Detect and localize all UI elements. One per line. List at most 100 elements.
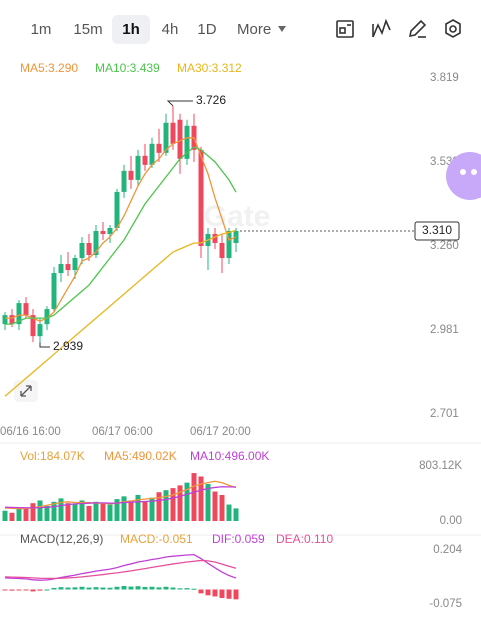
- y-tick-label: 803.12K: [419, 460, 462, 472]
- volume-bar: [107, 504, 113, 521]
- interval-tab[interactable]: 15m: [73, 21, 102, 38]
- more-menu[interactable]: More: [237, 21, 271, 38]
- volume-bar: [128, 500, 134, 521]
- watermark: Gate: [204, 200, 271, 233]
- draw-icon[interactable]: [408, 19, 427, 38]
- x-tick-label: 06/17 06:00: [92, 426, 153, 438]
- x-tick-label: 06/17 20:00: [190, 426, 251, 438]
- volume-bar: [233, 508, 239, 521]
- indicator-line: [4, 486, 237, 509]
- macd-bar: [198, 589, 204, 594]
- candle-body: [2, 315, 8, 325]
- low-marker: [39, 342, 50, 348]
- volume-bar: [23, 508, 29, 521]
- candle-body: [184, 125, 190, 159]
- candle-body: [79, 242, 85, 259]
- volume-bar: [219, 494, 225, 521]
- macd-bar: [114, 586, 120, 590]
- candle-body: [16, 303, 22, 325]
- legend-entry: MA10:3.439: [95, 61, 160, 75]
- indicator-icon[interactable]: [336, 20, 354, 38]
- interval-tab[interactable]: 1D: [197, 21, 216, 38]
- volume-bar: [142, 501, 148, 521]
- indicator-title: MACD(12,26,9): [20, 532, 103, 546]
- dropdown-arrow: [278, 26, 286, 32]
- volume-bar: [121, 496, 127, 521]
- macd-bar: [226, 589, 232, 599]
- volume-bar: [30, 503, 36, 521]
- macd-bar: [58, 587, 64, 590]
- candle-body: [121, 170, 127, 192]
- volume-bar: [135, 494, 141, 521]
- candle-body: [58, 264, 64, 274]
- candle-body: [177, 119, 183, 159]
- chart-style-icon[interactable]: [372, 18, 391, 38]
- indicator-line: [5, 137, 237, 322]
- candle-body: [198, 149, 204, 246]
- volume-bar: [149, 497, 155, 521]
- interval-tab[interactable]: 4h: [162, 21, 179, 38]
- macd-bar: [107, 587, 113, 590]
- candle-body: [9, 315, 15, 325]
- candle-body: [93, 230, 99, 256]
- candle-body: [212, 233, 218, 243]
- volume-bar: [37, 500, 43, 521]
- indicator-line: [4, 559, 237, 580]
- candle-body: [37, 324, 43, 337]
- candle-body: [72, 258, 78, 271]
- volume-bar: [2, 510, 8, 521]
- candle-body: [65, 264, 71, 271]
- high-label: 3.726: [196, 93, 226, 107]
- y-tick-label: 3.260: [430, 240, 459, 252]
- macd-bar: [233, 589, 239, 600]
- macd-bar: [44, 589, 50, 591]
- selected-interval-bg: [112, 15, 150, 44]
- y-tick-label: 2.701: [430, 408, 459, 420]
- macd-bar: [205, 589, 211, 596]
- high-marker: [166, 100, 193, 107]
- volume-bar: [44, 505, 50, 521]
- candle-body: [156, 143, 162, 153]
- legend-entry: DEA:0.110: [276, 532, 333, 546]
- macd-bar: [170, 587, 176, 590]
- interval-tab-selected[interactable]: 1h: [122, 21, 140, 38]
- legend-entry: MA5:490.02K: [104, 449, 177, 463]
- candle-body: [86, 242, 92, 256]
- volume-bar: [58, 498, 64, 521]
- volume-bar: [170, 488, 176, 521]
- indicator-line: [4, 553, 237, 581]
- volume-bar: [51, 501, 57, 521]
- bubble-eye: [471, 169, 477, 175]
- macd-bar: [51, 587, 57, 590]
- macd-bar: [100, 587, 106, 590]
- macd-bar: [163, 586, 169, 590]
- candle-body: [226, 230, 232, 259]
- volume-bar: [72, 503, 78, 521]
- y-tick-label: 0.204: [433, 544, 462, 556]
- x-tick-label: 06/16 16:00: [0, 426, 61, 438]
- macd-bar: [65, 587, 71, 590]
- macd-bar: [135, 586, 141, 590]
- settings-icon[interactable]: [445, 19, 461, 38]
- last-price-label: 3.310: [422, 223, 452, 237]
- candle-body: [107, 227, 113, 234]
- macd-bar: [219, 589, 225, 598]
- volume-bar: [156, 492, 162, 521]
- legend-entry: MA30:3.312: [177, 61, 242, 75]
- interval-tab[interactable]: 1m: [31, 21, 52, 38]
- volume-bar: [86, 505, 92, 521]
- candle-body: [135, 155, 141, 180]
- candle-body: [170, 122, 176, 144]
- y-tick-label: 3.819: [430, 72, 459, 84]
- assistant-bubble[interactable]: [446, 152, 481, 200]
- candle-body: [142, 155, 148, 165]
- macd-bar: [86, 587, 92, 590]
- volume-bar: [163, 490, 169, 521]
- y-tick-label: -0.075: [429, 598, 462, 610]
- volume-bar: [212, 491, 218, 521]
- legend-entry: MACD:-0.051: [120, 532, 193, 546]
- macd-bar: [184, 588, 190, 590]
